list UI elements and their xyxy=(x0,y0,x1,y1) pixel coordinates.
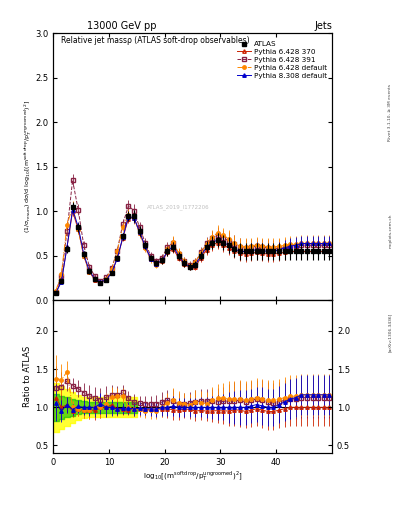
Text: Jets: Jets xyxy=(314,21,332,31)
Legend: ATLAS, Pythia 6.428 370, Pythia 6.428 391, Pythia 6.428 default, Pythia 8.308 de: ATLAS, Pythia 6.428 370, Pythia 6.428 39… xyxy=(235,39,329,80)
Y-axis label: Ratio to ATLAS: Ratio to ATLAS xyxy=(23,346,32,408)
Text: mcplots.cern.ch: mcplots.cern.ch xyxy=(388,213,392,248)
Text: ATLAS_2019_I1772206: ATLAS_2019_I1772206 xyxy=(147,204,210,210)
Y-axis label: (1/σ$_{\mathrm{resum}}$) dσ/d log$_{10}$[(m$^{\mathrm{soft\,drop}}$/p$_T^{\mathr: (1/σ$_{\mathrm{resum}}$) dσ/d log$_{10}$… xyxy=(22,100,33,233)
X-axis label: log$_{10}$[(m$^{\mathrm{soft\,drop}}$/p$_T^{\mathrm{ungroomed}}$)$^2$]: log$_{10}$[(m$^{\mathrm{soft\,drop}}$/p$… xyxy=(143,470,242,483)
Text: Rivet 3.1.10, ≥ 3M events: Rivet 3.1.10, ≥ 3M events xyxy=(388,84,392,141)
Text: Relative jet massρ (ATLAS soft-drop observables): Relative jet massρ (ATLAS soft-drop obse… xyxy=(61,36,250,45)
Text: [arXiv:1306.3436]: [arXiv:1306.3436] xyxy=(388,313,392,352)
Text: 13000 GeV pp: 13000 GeV pp xyxy=(86,21,156,31)
